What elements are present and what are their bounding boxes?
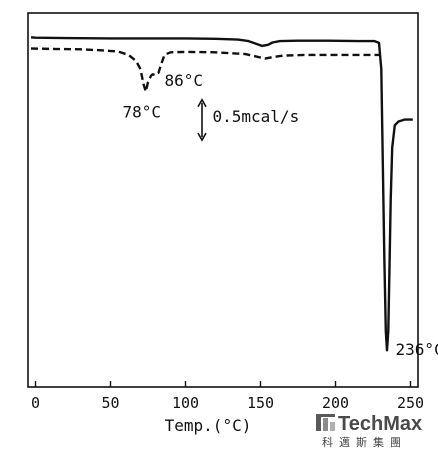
techmax-logo-text: TechMax bbox=[338, 413, 422, 435]
annotations: 86°C78°C 0.5mcal/s 236°C bbox=[123, 71, 438, 359]
dashed-thermogram-line bbox=[30, 47, 379, 93]
x-axis-title: Temp.(°C) bbox=[165, 416, 252, 435]
scale-bar bbox=[197, 98, 207, 142]
plot-frame bbox=[27, 12, 419, 388]
arrow-up-icon bbox=[197, 98, 207, 108]
x-axis: 0 50 100 150 200 250 bbox=[31, 381, 424, 412]
x-tick-label: 200 bbox=[322, 394, 349, 412]
solid-thermogram-line bbox=[30, 36, 413, 352]
annotation-label: 236°C bbox=[396, 340, 438, 359]
x-tick-label: 0 bbox=[31, 394, 40, 412]
annotation-label: 86°C bbox=[165, 71, 204, 90]
annotation-label: 0.5mcal/s bbox=[213, 107, 300, 126]
x-tick-label: 100 bbox=[172, 394, 199, 412]
x-tick-label: 150 bbox=[247, 394, 274, 412]
x-tick-label: 50 bbox=[101, 394, 119, 412]
techmax-logo: TechMax 科邁斯集團 bbox=[316, 413, 422, 449]
x-tick-label: 250 bbox=[397, 394, 424, 412]
plot-area bbox=[30, 36, 413, 352]
techmax-logo-icon bbox=[316, 414, 335, 431]
arrow-down-icon bbox=[197, 132, 207, 142]
techmax-logo-subtitle: 科邁斯集團 bbox=[322, 435, 407, 449]
annotation-label: 78°C bbox=[123, 103, 162, 122]
